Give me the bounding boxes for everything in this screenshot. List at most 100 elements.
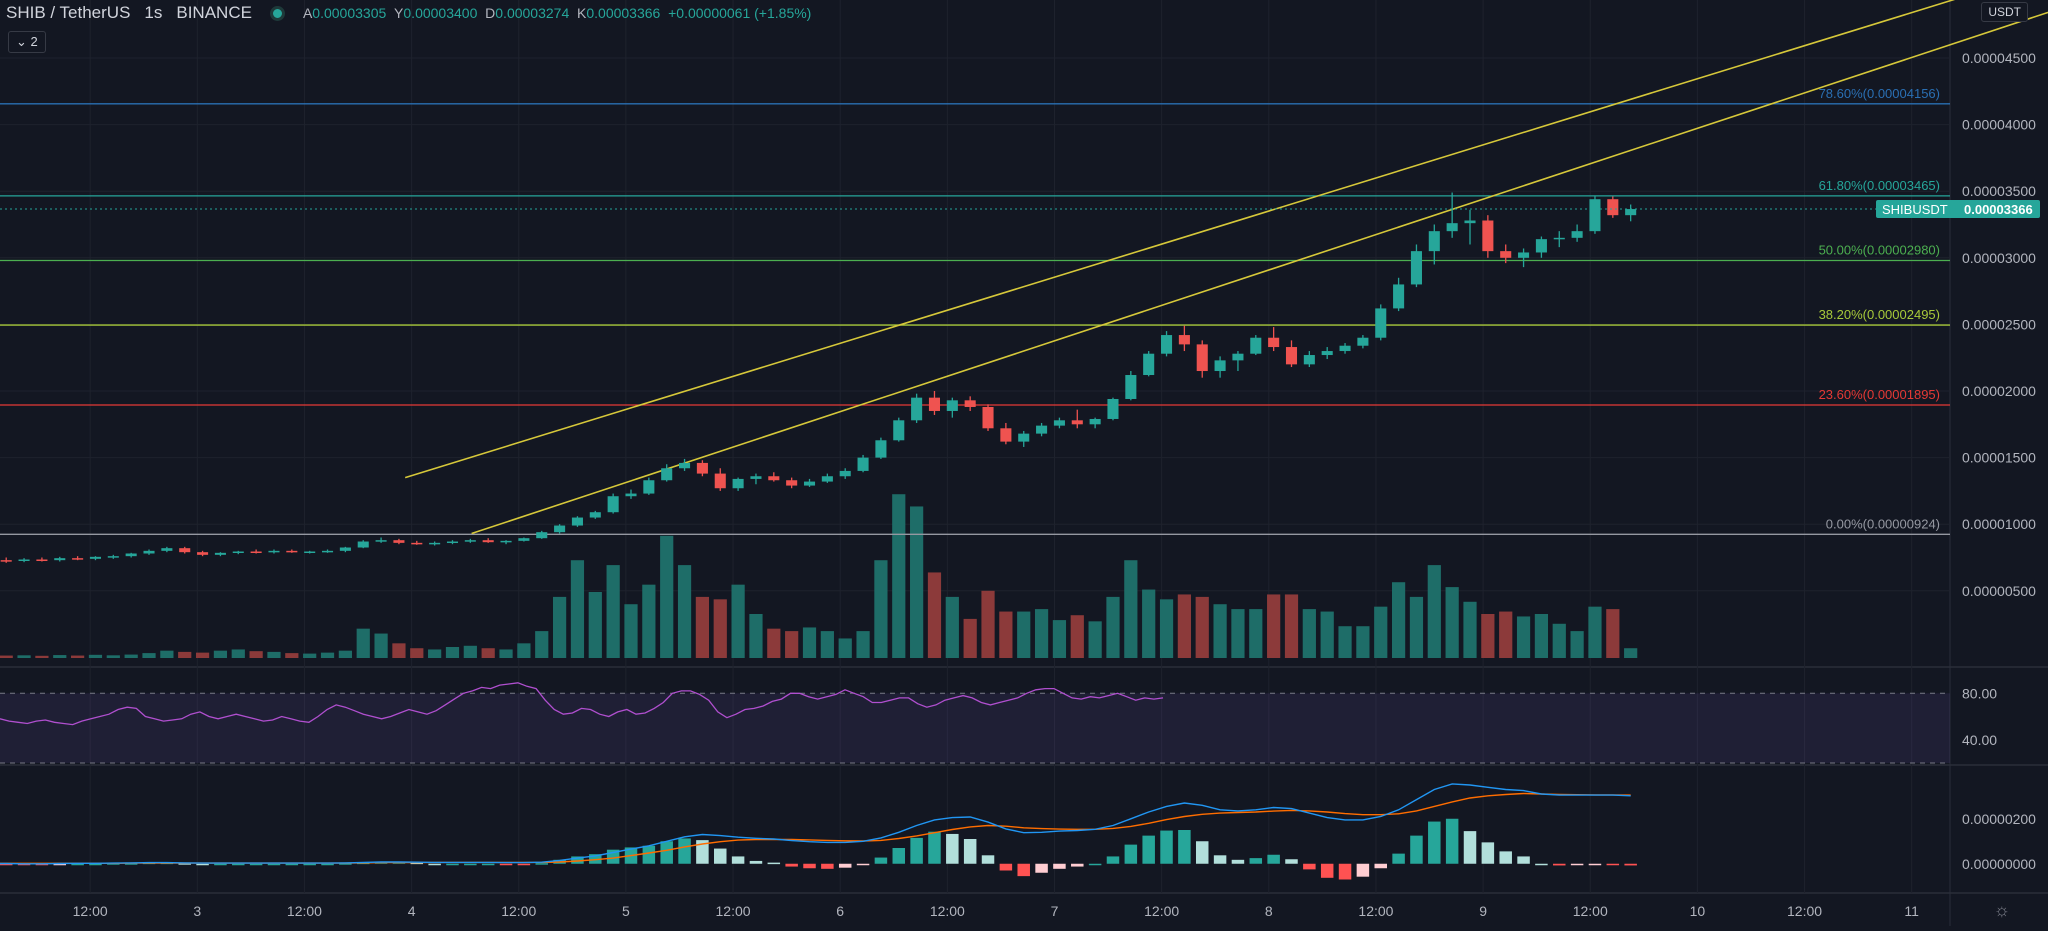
y-tick-label: 0.00004500 xyxy=(1962,50,2036,66)
volume-bar xyxy=(749,614,763,658)
macd-histogram-bar xyxy=(321,863,334,866)
volume-bar xyxy=(606,565,620,658)
volume-bar xyxy=(1052,620,1067,658)
candle-body xyxy=(304,551,316,554)
volume-bar xyxy=(428,649,442,658)
volume-bar xyxy=(517,643,531,658)
x-tick-label: 4 xyxy=(408,903,416,919)
macd-histogram-bar xyxy=(481,863,495,866)
macd-histogram-bar xyxy=(1195,841,1209,864)
symbol-title[interactable]: SHIB / TetherUS xyxy=(6,3,131,22)
x-tick-label: 12:00 xyxy=(73,903,108,919)
candle-body xyxy=(1518,252,1530,258)
macd-histogram-bar xyxy=(696,840,709,864)
candle-body xyxy=(1482,220,1494,252)
volume-bar xyxy=(1624,648,1638,658)
rsi-tick-label: 80.00 xyxy=(1962,685,1997,701)
volume-bar xyxy=(320,652,335,658)
macd-histogram-bar xyxy=(89,863,102,866)
volume-bar xyxy=(1177,594,1191,658)
candle-body xyxy=(1053,420,1065,426)
x-tick-label: 8 xyxy=(1265,903,1273,919)
candle-body xyxy=(1214,360,1226,372)
volume-bar xyxy=(552,596,567,658)
macd-histogram-bar xyxy=(35,863,49,866)
candle-body xyxy=(321,550,334,553)
volume-bar xyxy=(570,560,585,658)
candle-body xyxy=(821,476,833,482)
candle-body xyxy=(1089,418,1101,425)
candle-body xyxy=(1143,353,1155,376)
indicators-collapse-button[interactable]: ⌄ 2 xyxy=(8,31,46,53)
interval-label[interactable]: 1s xyxy=(144,3,163,22)
channel-line xyxy=(471,11,2048,535)
candle-body xyxy=(714,473,726,489)
y-tick-label: 0.00002000 xyxy=(1962,383,2036,399)
macd-histogram-bar xyxy=(1106,856,1120,864)
fib-level-label: 78.60%(0.00004156) xyxy=(1819,86,1940,101)
rsi-pane xyxy=(0,682,1950,764)
macd-histogram-bar xyxy=(856,863,870,866)
channel-line xyxy=(404,0,1955,479)
volume-bar xyxy=(1552,623,1566,658)
volume-bar xyxy=(445,647,460,658)
candle-body xyxy=(768,476,780,481)
volume-bar xyxy=(0,655,13,658)
macd-histogram-bar xyxy=(1320,863,1334,878)
candle-body xyxy=(625,493,637,497)
candle-body xyxy=(1036,425,1048,434)
macd-histogram-bar xyxy=(1178,830,1191,864)
macd-histogram-bar xyxy=(642,845,656,864)
macd-histogram-bar xyxy=(517,863,531,866)
candle-body xyxy=(125,553,137,557)
high-value: 0.00003400 xyxy=(403,5,478,21)
candle-body xyxy=(446,541,459,544)
volume-bar xyxy=(481,648,495,658)
volume-bar xyxy=(499,649,513,658)
volume-bar xyxy=(285,653,299,658)
volume-bar xyxy=(71,655,85,658)
volume-bar xyxy=(1249,609,1263,658)
candle-body xyxy=(911,397,923,421)
candle-body xyxy=(1428,231,1440,252)
volume-bar xyxy=(1088,621,1102,658)
macd-histogram-bar xyxy=(1142,835,1155,864)
volume-bar xyxy=(1516,616,1531,658)
candle-body xyxy=(982,406,994,429)
candle-body xyxy=(1071,420,1083,425)
macd-histogram-bar xyxy=(1392,853,1405,864)
candle-body xyxy=(1464,220,1476,224)
candle-body xyxy=(536,532,548,539)
axes: 12:00 3 12:00 4 12:00 5 12:00 6 12:00 7 12:00 8 12:0… xyxy=(0,50,2040,919)
volume-bar xyxy=(53,655,67,658)
candle-body xyxy=(89,556,101,559)
macd-histogram-bar xyxy=(821,863,834,869)
macd-histogram-bar xyxy=(1553,863,1566,866)
settings-gear-icon[interactable]: ☼ xyxy=(1993,900,2011,920)
volume-bar xyxy=(356,628,370,658)
rsi-line xyxy=(0,682,1164,726)
volume-bar xyxy=(1606,609,1620,658)
volume-bar xyxy=(642,584,656,658)
x-tick-label: 12:00 xyxy=(1787,903,1822,919)
candle-body xyxy=(214,552,226,555)
macd-histogram-bar xyxy=(285,863,299,866)
candle-body xyxy=(1285,347,1298,365)
candle-body xyxy=(839,470,851,477)
candle-body xyxy=(429,542,441,545)
candle-body xyxy=(375,540,387,542)
volume-bar xyxy=(535,631,549,658)
volume-bar xyxy=(945,596,959,658)
macd-histogram-bar xyxy=(749,860,763,864)
trend-channel[interactable] xyxy=(404,0,2048,535)
indicator-count: 2 xyxy=(30,34,38,49)
candle-body xyxy=(232,551,244,554)
currency-badge[interactable]: USDT xyxy=(1981,2,2028,22)
volume-bar xyxy=(1481,614,1495,658)
candle-body xyxy=(1268,337,1280,348)
candle-body xyxy=(928,397,941,411)
